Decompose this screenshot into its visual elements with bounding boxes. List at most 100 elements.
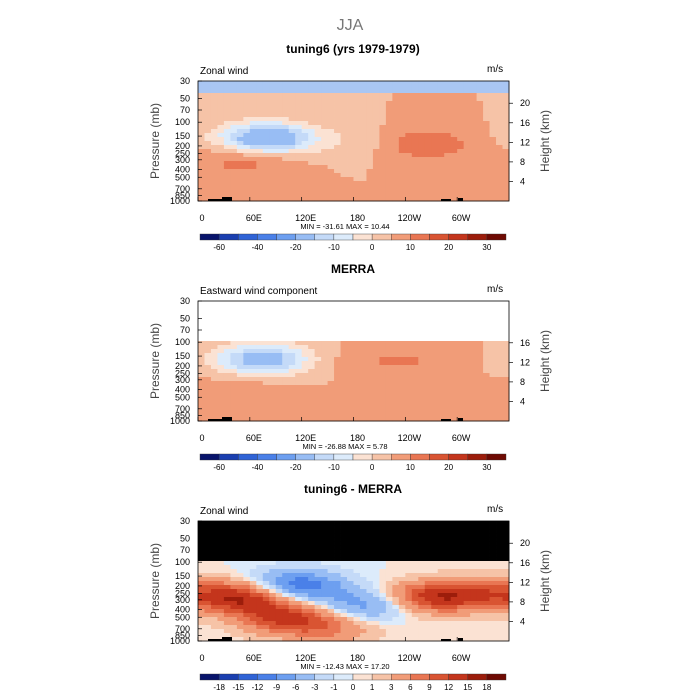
- field-cell: [450, 613, 458, 618]
- field-cell: [496, 601, 503, 606]
- field-cell: [392, 105, 400, 110]
- field-cell: [450, 577, 458, 582]
- field-cell: [392, 573, 400, 578]
- field-cell: [359, 197, 367, 202]
- field-cell: [334, 385, 341, 390]
- field-cell: [496, 121, 503, 126]
- field-cell: [489, 193, 497, 198]
- field-cell: [249, 533, 257, 538]
- field-cell: [437, 521, 445, 526]
- field-cell: [308, 617, 316, 622]
- field-cell: [334, 177, 341, 182]
- field-cell: [476, 341, 484, 346]
- field-cell: [223, 625, 231, 630]
- field-cell: [385, 581, 393, 586]
- field-cell: [431, 357, 439, 362]
- field-cell: [424, 349, 432, 354]
- field-cell: [347, 613, 354, 618]
- field-cell: [372, 377, 380, 382]
- field-cell: [437, 81, 445, 86]
- field-cell: [431, 317, 439, 322]
- field-cell: [230, 365, 238, 370]
- field-cell: [405, 97, 413, 102]
- field-cell: [301, 177, 309, 182]
- field-cell: [236, 193, 244, 198]
- field-cell: [470, 605, 478, 610]
- field-cell: [379, 329, 387, 334]
- field-cell: [223, 361, 231, 366]
- field-cell: [359, 329, 367, 334]
- field-cell: [347, 109, 354, 114]
- field-cell: [314, 617, 322, 622]
- field-cell: [204, 549, 212, 554]
- field-cell: [372, 185, 380, 190]
- field-cell: [489, 529, 497, 534]
- field-cell: [243, 405, 251, 410]
- field-cell: [366, 165, 374, 170]
- field-cell: [262, 177, 270, 182]
- field-cell: [340, 533, 348, 538]
- field-cell: [489, 301, 497, 306]
- field-cell: [483, 117, 490, 122]
- field-cell: [308, 349, 316, 354]
- field-cell: [236, 185, 244, 190]
- field-cell: [327, 313, 335, 318]
- colorbar-label: 15: [463, 683, 472, 692]
- field-cell: [392, 377, 400, 382]
- field-cell: [483, 521, 490, 526]
- field-cell: [431, 353, 439, 358]
- field-cell: [444, 337, 452, 342]
- field-cell: [347, 597, 354, 602]
- field-cell: [327, 537, 335, 542]
- field-cell: [444, 121, 452, 126]
- pressure-tick-label: 30: [180, 516, 190, 526]
- field-cell: [347, 393, 354, 398]
- field-cell: [256, 585, 264, 590]
- field-cell: [262, 529, 270, 534]
- field-cell: [321, 589, 328, 594]
- field-cell: [457, 557, 465, 562]
- field-cell: [476, 129, 484, 134]
- field-cell: [366, 633, 374, 638]
- field-cell: [424, 137, 432, 142]
- field-cell: [359, 169, 367, 174]
- field-cell: [204, 393, 212, 398]
- field-cell: [262, 621, 270, 626]
- longitude-tick-label: 60W: [452, 213, 471, 223]
- field-cell: [327, 365, 335, 370]
- field-cell: [489, 593, 497, 598]
- field-cell: [476, 417, 484, 422]
- field-cell: [204, 113, 212, 118]
- field-cell: [411, 381, 419, 386]
- colorbar-swatch: [352, 233, 373, 241]
- field-cell: [353, 629, 361, 634]
- field-cell: [463, 605, 471, 610]
- field-cell: [269, 345, 277, 350]
- field-cell: [262, 357, 270, 362]
- field-cell: [223, 305, 231, 310]
- field-cell: [405, 141, 413, 146]
- field-cell: [236, 533, 244, 538]
- field-cell: [483, 369, 490, 374]
- field-cell: [470, 525, 478, 530]
- field-cell: [288, 121, 296, 126]
- field-cell: [476, 629, 484, 634]
- field-cell: [463, 341, 471, 346]
- field-cell: [230, 357, 238, 362]
- field-cell: [295, 629, 303, 634]
- field-cell: [217, 593, 225, 598]
- field-cell: [327, 549, 335, 554]
- field-cell: [217, 609, 225, 614]
- field-cell: [321, 145, 328, 150]
- field-cell: [483, 113, 490, 118]
- field-cell: [502, 137, 510, 142]
- field-cell: [314, 369, 322, 374]
- field-cell: [275, 149, 283, 154]
- field-cell: [249, 97, 257, 102]
- field-cell: [392, 597, 400, 602]
- field-cell: [398, 321, 406, 326]
- field-cell: [457, 561, 465, 566]
- field-cell: [476, 577, 484, 582]
- field-cell: [476, 197, 484, 202]
- field-cell: [457, 185, 465, 190]
